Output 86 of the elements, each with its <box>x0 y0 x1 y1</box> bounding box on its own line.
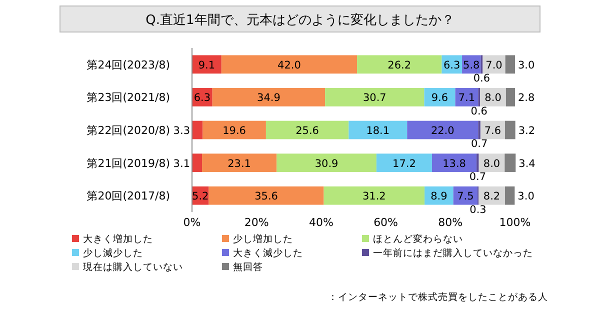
legend-label: 現在は購入していない <box>83 261 183 273</box>
data-label: 19.6 <box>222 125 246 137</box>
data-label: 9.6 <box>431 92 448 104</box>
bar <box>455 88 478 106</box>
data-label: 5.2 <box>192 190 209 203</box>
data-label: 3.0 <box>518 190 534 203</box>
legend-label: 大きく増加した <box>83 233 153 245</box>
data-label: 8.2 <box>483 190 500 203</box>
bar <box>212 88 326 106</box>
data-label: 23.1 <box>228 158 252 170</box>
bar <box>202 120 266 140</box>
data-label: 0.7 <box>469 170 486 183</box>
data-label: 7.6 <box>484 125 502 137</box>
data-label: 3.3 <box>173 125 190 137</box>
data-label: 3.4 <box>518 158 536 170</box>
data-label: 9.1 <box>198 59 216 72</box>
data-label: 31.2 <box>362 190 386 203</box>
data-label: 3.1 <box>173 158 190 170</box>
data-label: 42.0 <box>278 59 301 72</box>
data-label: 30.9 <box>314 158 338 170</box>
data-label: 0.6 <box>473 72 490 85</box>
bar <box>504 154 516 172</box>
bar <box>208 186 324 205</box>
y-tick-label: 第23回(2021/8) <box>86 91 170 104</box>
data-label: 30.7 <box>362 92 386 104</box>
data-label: 13.8 <box>442 158 466 170</box>
bar <box>276 154 376 172</box>
bar <box>482 55 506 74</box>
data-label: 3.2 <box>518 125 536 137</box>
x-tick-label: 20% <box>244 216 269 229</box>
x-tick-label: 80% <box>438 216 463 229</box>
legend-label: 大きく減少した <box>233 247 303 259</box>
data-label: 7.0 <box>486 59 502 72</box>
y-tick-label: 第21回(2019/8) <box>86 156 170 170</box>
data-label: 8.0 <box>483 158 500 170</box>
x-tick-label: 40% <box>308 216 334 229</box>
data-label: 25.6 <box>296 125 320 137</box>
bar <box>505 55 515 74</box>
bar <box>504 120 516 140</box>
bar <box>221 55 358 74</box>
legend-label: 一年前にはまだ購入していなかった <box>373 247 533 259</box>
bar <box>192 154 202 172</box>
data-label: 34.9 <box>257 92 280 104</box>
x-tick-label: 60% <box>374 216 398 229</box>
data-label: 22.0 <box>430 125 454 137</box>
legend-label: 少し増加した <box>233 233 293 245</box>
data-label: 3.0 <box>518 59 535 72</box>
bar <box>192 55 222 74</box>
bar <box>348 120 408 140</box>
data-label: 17.2 <box>392 158 416 170</box>
legend-label: ほとんど変わらない <box>373 233 463 245</box>
chart-title: Q.直近1年間で、元本はどのように変化しましたか？ <box>146 12 454 28</box>
data-label: 7.5 <box>457 190 474 203</box>
data-label: 5.8 <box>463 59 480 72</box>
x-tick-label: 0% <box>183 216 201 229</box>
y-tick-label: 第24回(2023/8) <box>86 58 170 72</box>
data-label: 0.6 <box>470 105 488 118</box>
y-tick-label: 第22回(2020/8) <box>86 124 170 137</box>
bar <box>202 154 277 172</box>
y-tick-label: 第20回(2017/8) <box>86 190 170 203</box>
data-label: 6.3 <box>194 92 211 104</box>
data-label: 8.9 <box>430 190 448 203</box>
data-label: 18.1 <box>366 125 390 137</box>
text: ：インターネットで株式売買をしたことがある人 <box>328 291 548 303</box>
data-label: 8.0 <box>484 92 502 104</box>
data-label: 6.3 <box>444 59 460 72</box>
legend-label: 無回答 <box>233 261 263 273</box>
bar <box>432 154 477 172</box>
bar <box>324 186 425 205</box>
data-label: 7.1 <box>458 92 476 104</box>
bar <box>376 154 432 172</box>
data-label: 35.6 <box>254 190 278 203</box>
bar <box>192 120 203 140</box>
bar <box>325 88 424 106</box>
bar <box>506 88 515 106</box>
bar <box>424 88 456 106</box>
data-label: 0.3 <box>470 204 486 216</box>
data-label: 26.2 <box>388 59 412 72</box>
data-label: 2.8 <box>518 92 535 104</box>
bar <box>266 120 349 140</box>
legend-label: 少し減少した <box>83 247 143 259</box>
x-tick-label: 100% <box>499 216 531 229</box>
data-label: 0.7 <box>470 138 488 150</box>
bar <box>407 120 478 140</box>
bar <box>504 186 515 205</box>
bar <box>357 55 442 74</box>
